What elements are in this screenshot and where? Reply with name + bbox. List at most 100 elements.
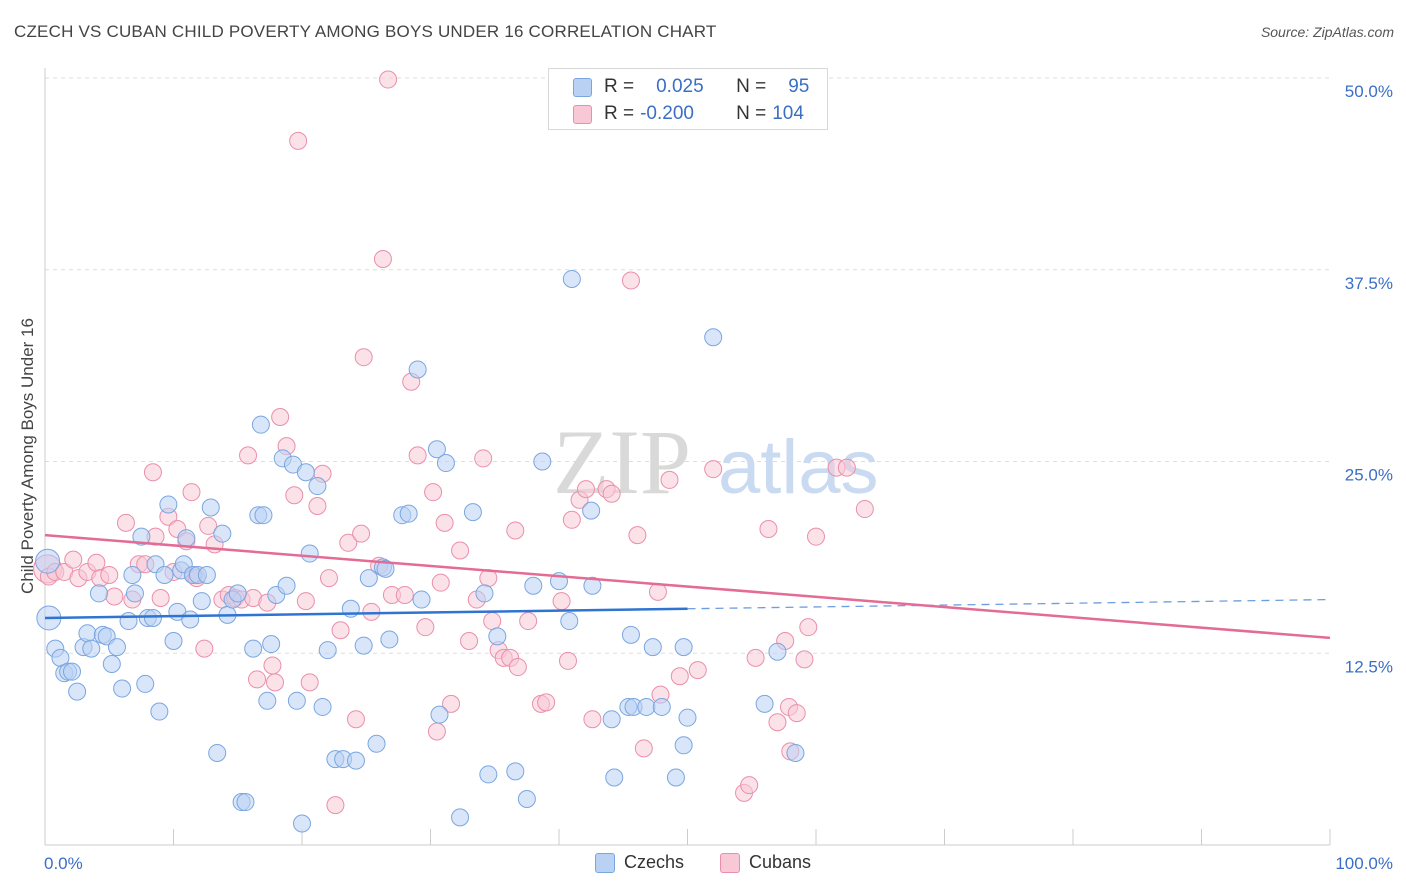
cuban-point bbox=[373, 250, 392, 269]
cuban-n-value: 104 bbox=[772, 103, 804, 124]
czech-point bbox=[107, 638, 126, 657]
cuban-point bbox=[795, 650, 814, 669]
czech-point bbox=[82, 639, 101, 658]
axes bbox=[44, 68, 1331, 846]
czech-point bbox=[475, 584, 494, 603]
cuban-point bbox=[346, 710, 365, 729]
cuban-point bbox=[506, 521, 525, 540]
source-label: Source: ZipAtlas.com bbox=[1260, 24, 1394, 40]
czech-point bbox=[517, 789, 536, 808]
czech-point bbox=[768, 642, 787, 661]
cuban-legend-label: Cubans bbox=[748, 852, 812, 872]
cuban-point bbox=[460, 631, 479, 650]
cuban-point bbox=[648, 582, 667, 601]
trend-lines bbox=[44, 533, 1331, 640]
cuban-point bbox=[759, 519, 778, 538]
czech-point bbox=[755, 694, 774, 713]
czech-n-value: 95 bbox=[788, 76, 810, 97]
cuban-point bbox=[352, 524, 371, 543]
czech-point bbox=[159, 495, 178, 514]
cuban-point bbox=[416, 618, 435, 637]
czech-point bbox=[78, 624, 97, 643]
czech-point bbox=[244, 639, 263, 658]
legend-item-czechs: Czechs bbox=[594, 852, 684, 873]
czech-point bbox=[786, 743, 805, 762]
cuban-point bbox=[339, 533, 358, 552]
cuban-point bbox=[855, 500, 874, 519]
czech-point bbox=[293, 814, 311, 833]
cuban-point bbox=[266, 673, 285, 692]
czech-point bbox=[136, 674, 155, 693]
cuban-point bbox=[362, 602, 381, 621]
cuban-point bbox=[688, 661, 707, 680]
cuban-points bbox=[33, 70, 874, 815]
czech-point bbox=[479, 765, 498, 784]
series-legend: Czechs Cubans bbox=[0, 852, 1406, 873]
legend-item-cubans: Cubans bbox=[719, 852, 812, 873]
czech-point bbox=[164, 631, 183, 650]
cuban-point bbox=[435, 513, 454, 532]
czech-point bbox=[132, 527, 151, 546]
cuban-point bbox=[379, 70, 398, 89]
cuban-point bbox=[799, 618, 818, 637]
czech-r-value: 0.025 bbox=[656, 76, 704, 97]
cuban-point bbox=[326, 796, 345, 815]
cuban-point bbox=[483, 612, 502, 631]
y-axis-label: Child Poverty Among Boys Under 16 bbox=[18, 318, 37, 594]
czech-points bbox=[35, 269, 805, 833]
x-tick-label: 0.0% bbox=[44, 854, 83, 873]
czech-point bbox=[89, 584, 108, 603]
cuban-point bbox=[424, 483, 443, 502]
czech-point bbox=[143, 608, 162, 627]
czech-swatch bbox=[573, 77, 592, 97]
czech-point bbox=[197, 566, 216, 585]
czech-point bbox=[254, 506, 273, 525]
czech-point bbox=[68, 682, 87, 701]
stats-legend: R = 0.025 N = 95 R = -0.200 N = 104 bbox=[548, 68, 828, 130]
cuban-point bbox=[583, 710, 602, 729]
czech-point bbox=[258, 691, 277, 710]
czech-point bbox=[119, 612, 138, 631]
czech-point bbox=[652, 697, 671, 716]
cuban-point bbox=[87, 553, 106, 572]
y-tick-label: 25.0% bbox=[1345, 466, 1393, 485]
czech-r-label: R = bbox=[604, 76, 635, 97]
czech-point bbox=[318, 641, 337, 660]
czech-point bbox=[300, 544, 319, 563]
cuban-point bbox=[634, 739, 653, 758]
cuban-point bbox=[289, 131, 308, 150]
czech-n-label: N = bbox=[736, 76, 767, 97]
y-tick-label: 37.5% bbox=[1345, 274, 1393, 293]
czech-point bbox=[277, 576, 296, 595]
czech-point bbox=[524, 576, 543, 595]
cuban-point bbox=[628, 526, 647, 545]
cuban-point bbox=[151, 589, 170, 608]
cuban-point bbox=[837, 458, 856, 477]
czech-trend-line bbox=[44, 607, 688, 620]
cuban-point bbox=[474, 449, 493, 468]
czech-point bbox=[637, 697, 656, 716]
czech-point bbox=[408, 360, 427, 379]
x-tick-label: 100.0% bbox=[1335, 854, 1393, 873]
chart-title: CZECH VS CUBAN CHILD POVERTY AMONG BOYS … bbox=[14, 22, 717, 41]
cuban-point bbox=[442, 694, 461, 713]
cuban-n-label: N = bbox=[736, 103, 767, 124]
czech-point bbox=[376, 559, 395, 578]
czech-point bbox=[463, 503, 482, 522]
y-tick-label: 12.5% bbox=[1345, 657, 1393, 676]
czech-point bbox=[296, 463, 315, 482]
gridlines bbox=[45, 77, 1330, 654]
czech-point bbox=[533, 452, 552, 471]
cuban-r-label: R = bbox=[604, 103, 635, 124]
cuban-point bbox=[408, 446, 427, 465]
legend-row-czechs: R = 0.025 N = 95 bbox=[573, 75, 809, 99]
cuban-point bbox=[354, 348, 373, 367]
czech-point bbox=[678, 708, 697, 727]
cuban-point bbox=[621, 271, 640, 290]
cuban-point bbox=[537, 693, 556, 712]
czech-point bbox=[177, 529, 196, 548]
czech-point bbox=[399, 504, 418, 523]
czech-point bbox=[346, 751, 365, 770]
cuban-point bbox=[787, 704, 806, 723]
